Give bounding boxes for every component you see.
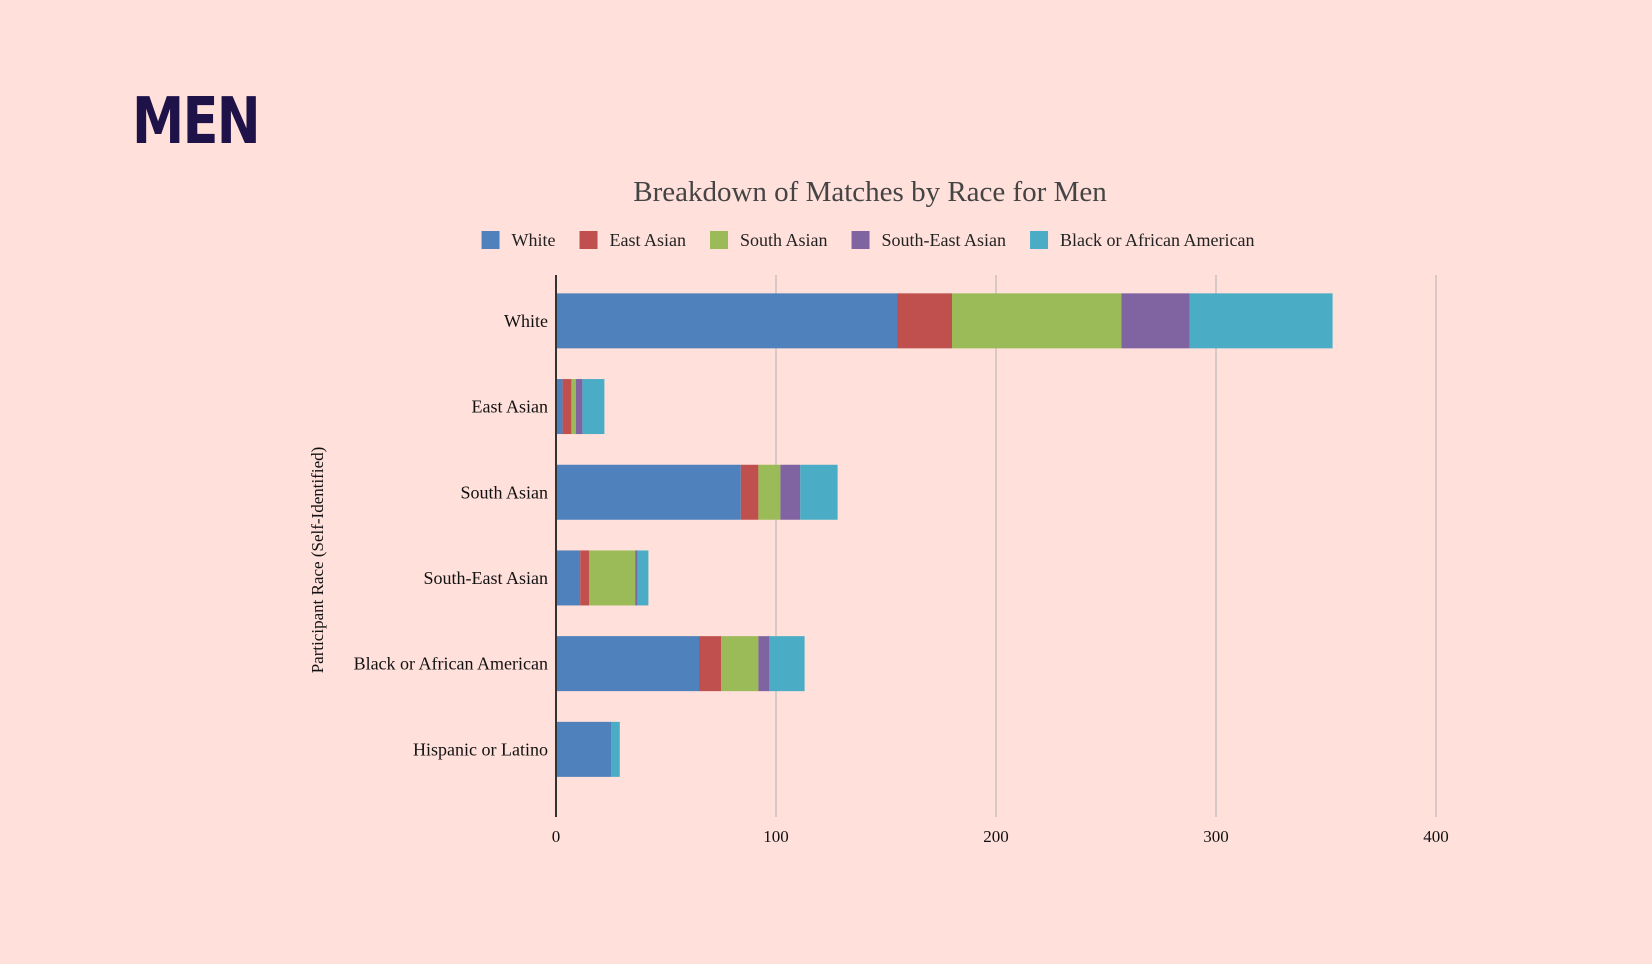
bar-south-asian-black-or-african-american [800, 464, 838, 520]
y-axis-title: Participant Race (Self-Identified) [308, 447, 327, 674]
bar-south-east-asian-south-asian [589, 550, 636, 606]
x-tick-label-400: 400 [1423, 827, 1449, 846]
bar-white-south-asian [952, 293, 1122, 349]
x-tick-label-300: 300 [1203, 827, 1229, 846]
legend-item-east-asian: East Asian [579, 230, 687, 250]
legend-label-south-asian: South Asian [740, 230, 828, 250]
legend-swatch-white [481, 231, 500, 249]
bar-east-asian-east-asian [562, 379, 572, 435]
legend-label-south-east-asian: South-East Asian [882, 230, 1007, 250]
category-label-south-asian: South Asian [460, 482, 548, 502]
category-label-black-or-african-american: Black or African American [354, 654, 548, 674]
bar-south-asian-white [556, 464, 741, 520]
legend-swatch-south-asian [710, 231, 729, 249]
x-tick-label-200: 200 [983, 827, 1009, 846]
bar-east-asian-white [556, 379, 563, 435]
bar-south-asian-south-asian [758, 464, 781, 520]
y-axis-category-labels: White East Asian South Asian South-East Asi… [354, 311, 548, 759]
bar-white-black-or-african-american [1189, 293, 1333, 349]
bar-hispanic-or-latino-black-or-african-american [611, 721, 620, 777]
bar-black-or-african-american-south-east-asian [758, 636, 770, 692]
bar-black-or-african-american-east-asian [699, 636, 721, 692]
chart-legend: White East Asian South Asian South-East Asi… [481, 230, 1254, 250]
legend-label-east-asian: East Asian [610, 230, 687, 250]
x-tick-label-0: 0 [552, 827, 561, 846]
legend-item-white: White [481, 230, 556, 250]
legend-swatch-east-asian [579, 231, 598, 249]
bar-hispanic-or-latino-white [556, 721, 611, 777]
legend-swatch-black-or-african-american [1030, 231, 1049, 249]
legend-item-black-or-african-american: Black or African American [1030, 230, 1254, 250]
chart-title: Breakdown of Matches by Race for Men [633, 176, 1107, 208]
bar-south-east-asian-white [556, 550, 581, 606]
bar-east-asian-south-east-asian [575, 379, 583, 435]
bar-black-or-african-american-black-or-african-american [769, 636, 805, 692]
page-heading: MEN [132, 85, 261, 159]
category-label-south-east-asian: South-East Asian [424, 568, 549, 588]
category-label-east-asian: East Asian [472, 397, 549, 417]
legend-item-south-east-asian: South-East Asian [851, 230, 1007, 250]
legend-label-white: White [512, 230, 556, 250]
bar-white-south-east-asian [1121, 293, 1190, 349]
legend-swatch-south-east-asian [851, 231, 870, 249]
bar-south-east-asian-south-east-asian [635, 550, 638, 606]
legend-item-south-asian: South Asian [710, 230, 828, 250]
x-axis-tick-labels: 0 100 200 300 400 [552, 827, 1449, 846]
bar-south-asian-east-asian [740, 464, 759, 520]
category-label-hispanic-or-latino: Hispanic or Latino [413, 739, 548, 759]
bar-south-east-asian-black-or-african-american [637, 550, 649, 606]
chart-gridlines [775, 275, 1437, 817]
x-tick-label-100: 100 [763, 827, 789, 846]
legend-label-black-or-african-american: Black or African American [1060, 230, 1254, 250]
bar-south-east-asian-east-asian [580, 550, 589, 606]
bar-east-asian-south-asian [571, 379, 576, 435]
bar-south-asian-south-east-asian [780, 464, 801, 520]
chart-bars [556, 293, 1333, 777]
bar-east-asian-black-or-african-american [582, 379, 605, 435]
bar-black-or-african-american-white [556, 636, 699, 692]
category-label-white: White [504, 311, 548, 331]
bar-black-or-african-american-south-asian [721, 636, 759, 692]
bar-white-white [556, 293, 897, 349]
bar-white-east-asian [897, 293, 952, 349]
